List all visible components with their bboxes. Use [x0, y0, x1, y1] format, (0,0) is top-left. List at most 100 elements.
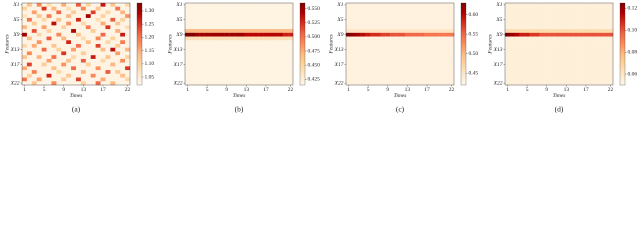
heatmap-cell: [229, 29, 235, 33]
heatmap-cell: [36, 29, 42, 33]
heatmap-cell: [395, 36, 401, 41]
heatmap-cell: [219, 51, 225, 56]
heatmap-cell: [248, 6, 254, 11]
heatmap-cell: [185, 47, 191, 52]
heatmap-cell: [56, 73, 62, 78]
heatmap-cell: [229, 58, 235, 63]
heatmap-cell: [243, 70, 249, 74]
heatmap-cell: [593, 55, 599, 60]
heatmap-cell: [588, 51, 594, 56]
heatmap-cell: [268, 40, 274, 45]
heatmap-cell: [429, 66, 435, 71]
heatmap-cell: [115, 81, 121, 86]
heatmap-cell: [239, 73, 245, 78]
heatmap-cell: [85, 47, 91, 52]
heatmap-cell: [360, 10, 366, 15]
heatmap-cell: [603, 14, 609, 19]
heatmap-cell: [598, 44, 604, 48]
heatmap-cell: [85, 62, 91, 67]
heatmap-cell: [115, 21, 121, 26]
heatmap-cell: [544, 21, 550, 26]
heatmap-cell: [549, 3, 555, 7]
heatmap-cell: [41, 44, 47, 48]
heatmap-cell: [105, 62, 111, 67]
heatmap-cell: [80, 10, 86, 15]
heatmap-cell: [568, 47, 574, 52]
heatmap-cell: [95, 51, 101, 56]
heatmap-cell: [355, 6, 361, 11]
heatmap-cell: [350, 51, 356, 56]
heatmap-cell: [350, 25, 356, 30]
heatmap-cell: [519, 10, 525, 15]
heatmap-cell: [185, 55, 191, 60]
heatmap-cell: [125, 44, 131, 48]
heatmap-cell: [115, 32, 121, 37]
heatmap-cell: [444, 25, 450, 30]
heatmap-cell: [110, 47, 116, 52]
heatmap-cell: [505, 36, 511, 41]
heatmap-cell: [414, 44, 420, 48]
heatmap-cell: [559, 77, 565, 82]
heatmap-cell: [76, 21, 82, 26]
heatmap-cell: [239, 14, 245, 19]
heatmap-cell: [414, 70, 420, 74]
heatmap-cell: [258, 44, 264, 48]
heatmap-cell: [395, 6, 401, 11]
heatmap-cell: [234, 25, 240, 30]
heatmap-cell: [380, 81, 386, 86]
heatmap-cell: [85, 73, 91, 78]
heatmap-cell: [26, 77, 32, 82]
heatmap-cell: [51, 21, 57, 26]
heatmap-cell: [209, 51, 215, 56]
heatmap-cell: [125, 70, 131, 74]
heatmap-cell: [559, 70, 565, 74]
heatmap-cell: [534, 62, 540, 67]
heatmap-cell: [22, 29, 28, 33]
heatmap-cell: [229, 77, 235, 82]
heatmap-cell: [360, 51, 366, 56]
heatmap-cell: [404, 62, 410, 67]
heatmap-cell: [409, 40, 415, 45]
heatmap-cell: [434, 14, 440, 19]
heatmap-cell: [524, 81, 530, 86]
figure: 1 5 9 13 17 22X1X5X9X13X17X22TimesFeatures(a)…: [4, 2, 637, 114]
heatmap-cell: [80, 73, 86, 78]
heatmap-cell: [36, 55, 42, 60]
heatmap-cell: [273, 3, 279, 7]
heatmap-cell: [90, 55, 96, 60]
heatmap-cell: [219, 3, 225, 7]
heatmap-cell: [248, 47, 254, 52]
heatmap-cell: [189, 70, 195, 74]
heatmap-cell: [509, 58, 515, 63]
heatmap-cell: [598, 21, 604, 26]
heatmap-cell: [593, 21, 599, 26]
heatmap-cell: [31, 32, 37, 37]
x-tick-label: 5: [206, 87, 209, 93]
heatmap-cell: [524, 44, 530, 48]
heatmap-cell: [509, 6, 515, 11]
heatmap-cell: [125, 32, 131, 37]
heatmap-cell: [593, 51, 599, 56]
heatmap-cell: [365, 47, 371, 52]
heatmap-cell: [31, 17, 37, 22]
y-tick-label: X22: [173, 80, 183, 86]
heatmap-cell: [563, 29, 569, 33]
heatmap-cell: [41, 62, 47, 67]
heatmap-cell: [434, 40, 440, 45]
heatmap-cell: [439, 10, 445, 15]
heatmap-cell: [204, 70, 210, 74]
heatmap-cell: [214, 51, 220, 56]
heatmap-cell: [95, 66, 101, 71]
heatmap-cell: [61, 70, 67, 74]
heatmap-cell: [434, 66, 440, 71]
heatmap-cell: [22, 73, 28, 78]
heatmap-cell: [434, 47, 440, 52]
heatmap-cell: [529, 32, 535, 37]
heatmap-cell: [346, 44, 352, 48]
heatmap-cell: [26, 51, 32, 56]
heatmap-cell: [439, 17, 445, 22]
heatmap-cell: [544, 70, 550, 74]
heatmap-cell: [400, 40, 406, 45]
heatmap-cell: [283, 25, 289, 30]
heatmap-cell: [76, 29, 82, 33]
